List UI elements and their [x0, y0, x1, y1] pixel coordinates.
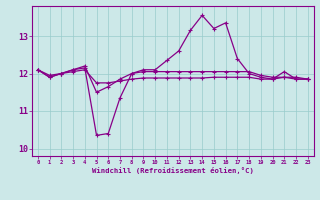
X-axis label: Windchill (Refroidissement éolien,°C): Windchill (Refroidissement éolien,°C)	[92, 167, 254, 174]
